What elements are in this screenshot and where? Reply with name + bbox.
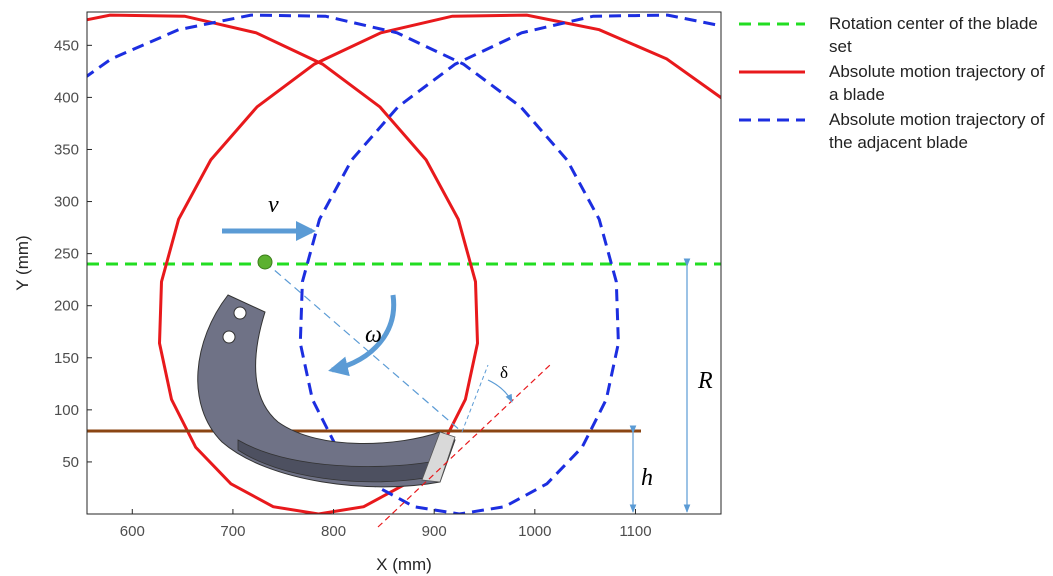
- y-tick-label: 300: [54, 194, 79, 211]
- y-axis-label: Y (mm): [13, 235, 32, 290]
- legend-label: Rotation center of the blade set: [829, 12, 1047, 58]
- x-tick-label: 700: [220, 523, 245, 540]
- x-tick-label: 600: [120, 523, 145, 540]
- x-tick-label: 1100: [619, 523, 651, 540]
- legend-item: Absolute motion trajectory of a blade: [737, 60, 1047, 106]
- x-tick-label: 800: [321, 523, 346, 540]
- y-tick-label: 250: [54, 246, 79, 263]
- y-tick-label: 350: [54, 141, 79, 158]
- chart: v ω δ R h X (mm) Y (mm) 600 700 800 900 1000…: [0, 0, 730, 576]
- omega-label: ω: [365, 322, 382, 348]
- x-tick-label: 900: [422, 523, 447, 540]
- y-tick-label: 100: [54, 402, 79, 419]
- legend-item: Absolute motion trajectory of the adjace…: [737, 108, 1047, 154]
- v-label: v: [268, 192, 279, 218]
- y-tick-label: 450: [54, 37, 79, 54]
- y-tick-label: 150: [54, 350, 79, 367]
- delta-label: δ: [500, 363, 508, 382]
- r-label: R: [697, 368, 713, 394]
- legend-label: Absolute motion trajectory of a blade: [829, 60, 1047, 106]
- legend-swatch: [737, 108, 807, 131]
- h-label: h: [641, 465, 653, 491]
- rotation-center: [258, 255, 272, 269]
- legend-swatch: [737, 12, 807, 35]
- legend-item: Rotation center of the blade set: [737, 12, 1047, 58]
- page: {"chart_data": {"type": "line", "xlabel"…: [0, 0, 1053, 576]
- y-tick-label: 400: [54, 89, 79, 106]
- legend-swatch: [737, 60, 807, 83]
- legend-label: Absolute motion trajectory of the adjace…: [829, 108, 1047, 154]
- x-tick-label: 1000: [518, 523, 551, 540]
- x-axis-label: X (mm): [376, 555, 432, 574]
- y-tick-label: 50: [62, 454, 79, 471]
- y-tick-label: 200: [54, 298, 79, 315]
